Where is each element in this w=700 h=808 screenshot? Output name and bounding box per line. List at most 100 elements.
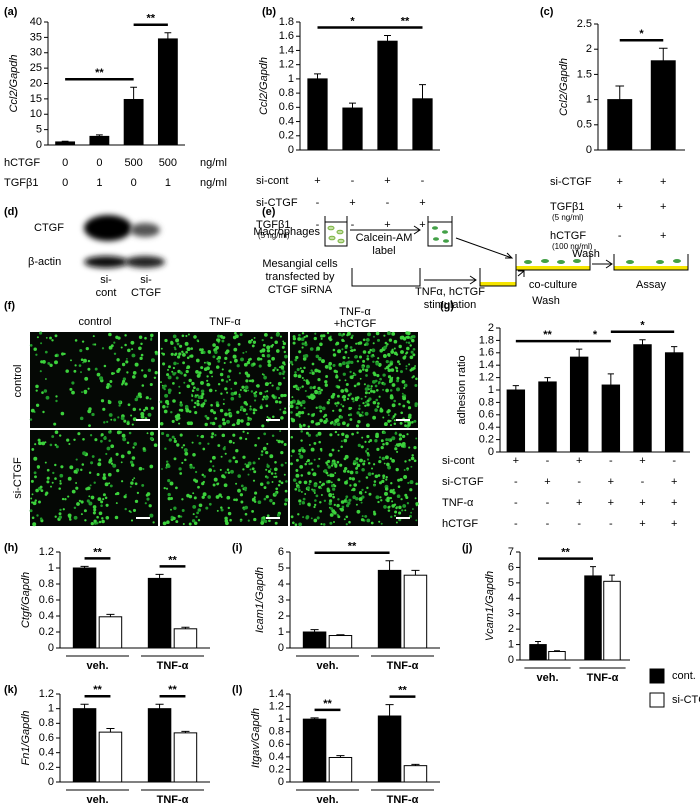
cell-dot xyxy=(382,416,385,419)
cell-dot xyxy=(411,508,414,510)
cell-dot xyxy=(254,390,258,394)
y-tick-label: 0.6 xyxy=(279,101,294,113)
cell-dot xyxy=(35,488,39,493)
cell-dot xyxy=(59,482,62,485)
cell-dot xyxy=(100,433,104,437)
diagram-label: Calcein-AM xyxy=(356,232,413,244)
cell-dot xyxy=(361,365,365,369)
cell-dot xyxy=(366,458,370,461)
cell-dot xyxy=(116,430,121,435)
cell-dot xyxy=(178,352,182,356)
cell-dot xyxy=(117,400,122,404)
cell-dot xyxy=(49,363,53,367)
y-tick-label: 0.6 xyxy=(269,738,284,750)
cell-dot xyxy=(221,339,225,343)
cell-dot xyxy=(290,515,294,519)
cell-dot xyxy=(149,513,154,518)
cell-dot xyxy=(259,391,263,396)
cell-dot xyxy=(144,406,148,410)
cell-dot xyxy=(407,481,410,485)
cell-dot xyxy=(367,388,370,391)
cell-dot xyxy=(207,495,212,499)
cell-dot xyxy=(252,461,256,465)
cell-dot xyxy=(233,498,236,501)
cell-dot xyxy=(227,408,231,412)
cell-dot xyxy=(344,454,349,459)
blot-band xyxy=(84,215,132,241)
cell-dot xyxy=(411,421,414,424)
cell-dot xyxy=(354,355,358,359)
cell-dot xyxy=(67,476,72,481)
cell-dot xyxy=(74,364,77,367)
cell-dot xyxy=(265,404,269,408)
cell-dot xyxy=(381,479,385,484)
cell-dot xyxy=(325,471,329,475)
cell-dot xyxy=(345,495,349,499)
condition-mark: + xyxy=(671,518,677,530)
cell-dot xyxy=(387,419,391,423)
cell-dot xyxy=(391,331,396,336)
cell-dot xyxy=(43,389,48,393)
cell-dot xyxy=(378,481,383,485)
cell-dot xyxy=(220,378,224,382)
y-tick-label: 4 xyxy=(278,578,284,590)
cell-dot xyxy=(204,422,208,427)
column-label: +hCTGF xyxy=(334,318,377,330)
cell-dot xyxy=(364,491,367,494)
y-tick-label: 0 xyxy=(586,144,592,156)
cell-dot xyxy=(300,410,305,415)
y-tick-label: 0.8 xyxy=(269,726,284,738)
error-bar xyxy=(411,763,420,766)
cell-dot xyxy=(402,337,407,341)
condition-mark: + xyxy=(617,176,623,188)
cell-dot xyxy=(49,336,52,340)
condition-label: TGFβ1 xyxy=(256,219,290,231)
diagram: (e) Macrophages Calcein-AM label Mesangi… xyxy=(253,206,689,311)
cell-dot xyxy=(212,455,216,460)
cell-dot xyxy=(81,340,85,343)
cell-dot xyxy=(247,416,250,420)
cell-dot xyxy=(298,449,302,453)
cell-dot xyxy=(252,411,256,415)
cell-dot xyxy=(99,376,104,381)
x-tick-label: TNF-α xyxy=(157,794,189,806)
cell-dot xyxy=(152,521,155,524)
cell-dot xyxy=(277,439,281,444)
cell-dot xyxy=(303,407,306,410)
cell-dot xyxy=(191,441,194,444)
cell-dot xyxy=(232,354,237,359)
cell-dot xyxy=(34,475,37,479)
cell-dot xyxy=(226,419,230,424)
cell-dot xyxy=(342,421,346,426)
cell-dot xyxy=(228,369,232,373)
bar xyxy=(147,708,172,783)
cell-dot xyxy=(300,369,305,374)
y-tick-label: 0.8 xyxy=(39,578,54,590)
cell-dot xyxy=(301,385,304,388)
cell-dot xyxy=(359,460,361,462)
cell-dot xyxy=(332,493,335,496)
cell-dot xyxy=(353,373,357,376)
cell-dot xyxy=(138,408,142,411)
cell-dot xyxy=(209,460,213,463)
cell-dot xyxy=(173,506,177,510)
cell-dot xyxy=(362,350,367,354)
cell-dot xyxy=(29,509,33,513)
cell-dot xyxy=(219,372,224,377)
cell-dot xyxy=(300,337,305,342)
cell-dot xyxy=(30,497,33,500)
cell-dot xyxy=(224,412,228,417)
cell-dot xyxy=(399,421,403,425)
error-bar xyxy=(349,102,356,109)
cell-dot xyxy=(127,450,131,455)
cell-dot xyxy=(309,371,312,375)
cell-dot xyxy=(166,373,170,377)
cell-dot xyxy=(371,472,374,475)
cell-dot xyxy=(182,353,186,357)
cell-dot xyxy=(308,443,311,446)
cell xyxy=(432,226,438,230)
cell-dot xyxy=(66,438,70,442)
cell-dot xyxy=(357,443,361,447)
cell-dot xyxy=(337,433,340,436)
cell-dot xyxy=(314,499,317,502)
